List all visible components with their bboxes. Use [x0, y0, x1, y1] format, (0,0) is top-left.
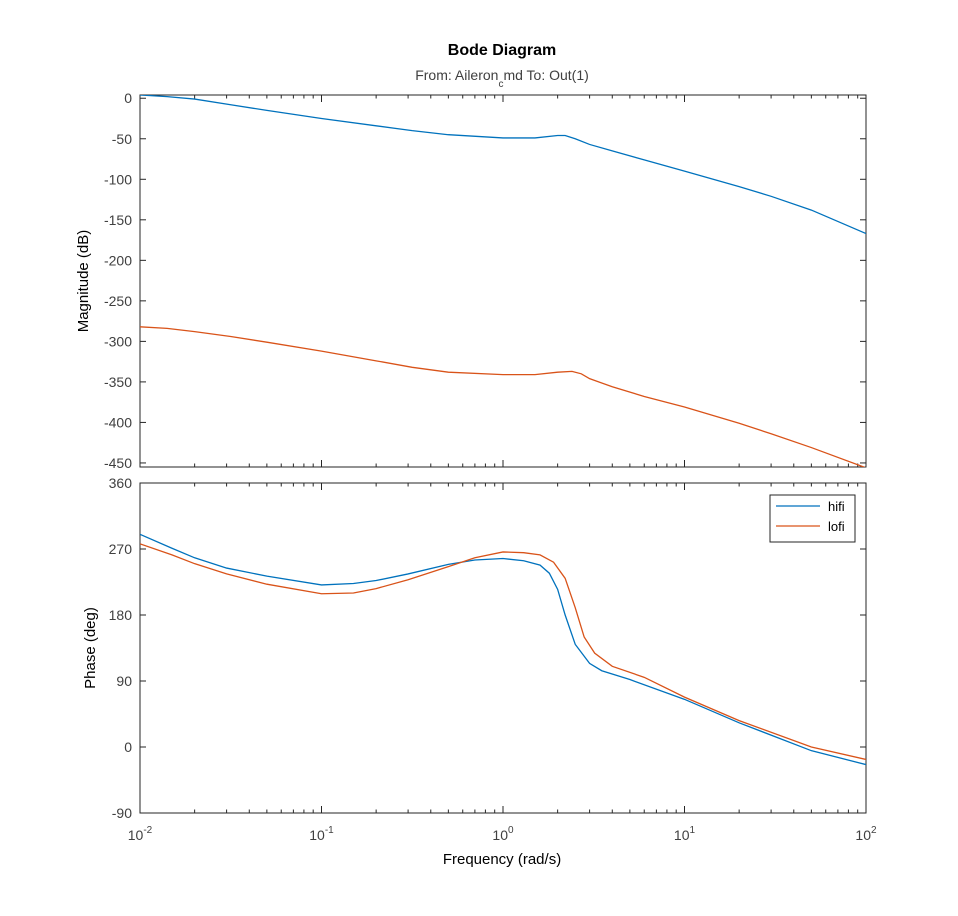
- phase-series-hifi: [140, 533, 866, 766]
- magnitude-y-tick-label: -100: [104, 171, 132, 187]
- magnitude-series-line-1: [140, 95, 866, 235]
- magnitude-y-tick-label: -450: [104, 455, 132, 471]
- magnitude-y-tick-label: -400: [104, 414, 132, 430]
- magnitude-plot-frame: [139, 94, 867, 468]
- magnitude-y-tick-label: 0: [124, 90, 132, 106]
- x-tick-label: 102: [855, 825, 877, 843]
- subtitle-subscript: c: [498, 79, 503, 90]
- phase-ylabel: Phase (deg): [82, 607, 99, 689]
- x-tick-label: 100: [492, 825, 514, 843]
- x-tick-label: 101: [674, 825, 696, 843]
- magnitude-ylabel: Magnitude (dB): [75, 230, 92, 333]
- magnitude-series-line-2: [140, 326, 866, 467]
- phase-y-tick-label: 180: [109, 607, 133, 623]
- x-tick-label: 10-1: [309, 825, 334, 843]
- magnitude-y-tick-label: -150: [104, 212, 132, 228]
- magnitude-y-tick-label: -200: [104, 252, 132, 268]
- legend-label-lofi: lofi: [828, 519, 845, 534]
- legend-label-hifi: hifi: [828, 499, 845, 514]
- phase-series-lofi: [140, 543, 866, 761]
- chart-title: Bode Diagram: [448, 42, 556, 59]
- x-tick-label: 10-2: [128, 825, 153, 843]
- legend-box: [769, 494, 856, 543]
- phase-y-tick-label: 360: [109, 475, 133, 491]
- magnitude-y-tick-label: -250: [104, 293, 132, 309]
- phase-y-tick-label: -90: [112, 805, 132, 821]
- subtitle-suffix: md To: Out(1): [503, 67, 588, 83]
- x-axis-label: Frequency (rad/s): [443, 851, 561, 868]
- chart-subtitle: From: Aileroncmd To: Out(1): [415, 67, 589, 90]
- phase-legend: hifi lofi: [769, 494, 856, 543]
- magnitude-axes: 0 -50 -100 -150 -200 -250 -300 -350 -400 -450: [104, 90, 867, 471]
- phase-y-tick-label: 270: [109, 541, 133, 557]
- phase-plot-frame: [139, 482, 867, 814]
- magnitude-y-tick-label: -50: [112, 131, 132, 147]
- magnitude-y-tick-label: -300: [104, 333, 132, 349]
- subtitle-prefix: From: Aileron: [415, 67, 498, 83]
- phase-y-tick-label: 90: [116, 673, 132, 689]
- magnitude-y-tick-label: -350: [104, 374, 132, 390]
- phase-axes: 360 270 180 90 0 -90 hifi lofi 10-2 10-1 100 101 102: [109, 475, 877, 843]
- phase-y-tick-label: 0: [124, 739, 132, 755]
